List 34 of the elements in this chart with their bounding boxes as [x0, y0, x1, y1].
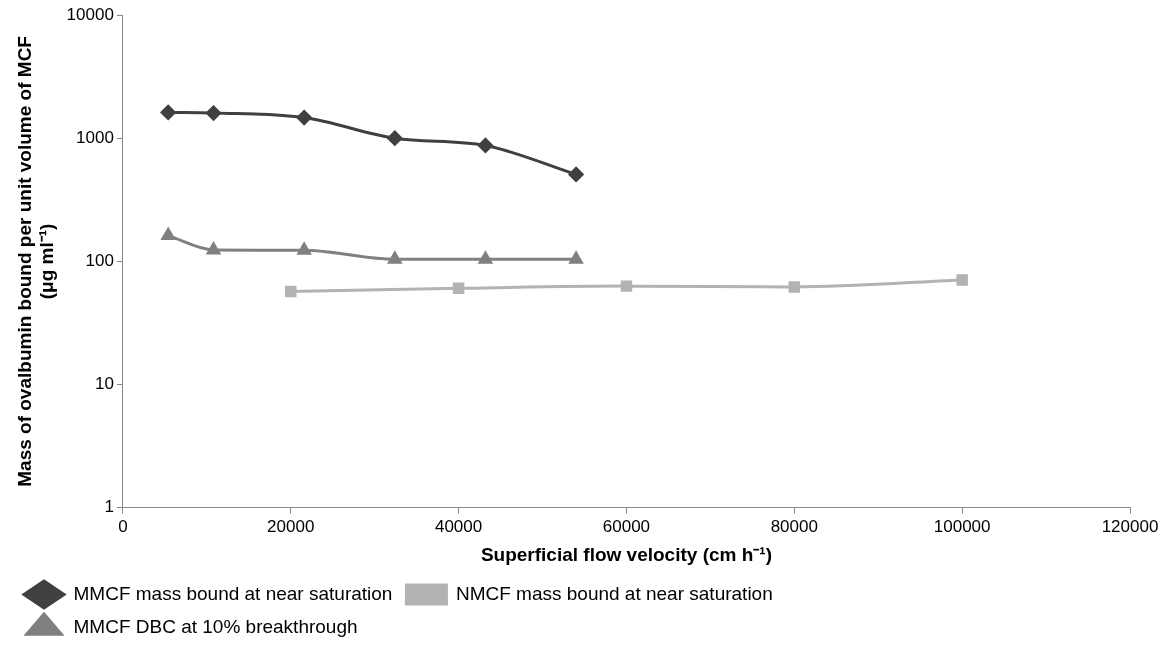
y-tick-label: 1	[104, 497, 114, 517]
point	[478, 251, 493, 264]
point	[956, 274, 968, 286]
point	[452, 282, 465, 295]
point	[620, 280, 633, 292]
x-tick-label: 60000	[602, 516, 651, 536]
x-axis-title: Superficial flow velocity (cm h⁻¹)	[480, 543, 772, 565]
y-tick-label: 1000	[76, 127, 114, 147]
x-tick-label: 20000	[267, 516, 315, 536]
point	[297, 242, 311, 255]
legend-label: NMCF mass bound at near saturation	[455, 582, 773, 604]
point	[206, 242, 221, 255]
point	[284, 285, 297, 298]
y-tick-label: 100	[85, 251, 114, 271]
point	[569, 251, 583, 264]
point	[160, 104, 176, 120]
legend-label: MMCF mass bound at near saturation	[73, 582, 393, 604]
point	[568, 166, 584, 182]
x-tick-label: 0	[118, 516, 128, 536]
point	[296, 110, 312, 126]
legend-label: MMCF DBC at 10% breakthrough	[73, 615, 358, 637]
point	[388, 251, 402, 264]
point	[387, 130, 403, 146]
x-tick-label: 100000	[933, 516, 991, 536]
x-tick-label: 40000	[434, 516, 483, 536]
point	[788, 281, 801, 293]
x-tick-label: 80000	[770, 516, 818, 536]
point	[206, 105, 222, 121]
x-tick-label: 120000	[1101, 516, 1159, 536]
y-tick-label: 10	[94, 374, 114, 394]
y-tick-label: 10000	[66, 4, 114, 24]
point	[161, 228, 175, 241]
point	[477, 137, 493, 153]
y-axis-title: Mass of ovalbumin bound per unit volume of MCF (μg ml⁻¹)	[13, 36, 58, 487]
